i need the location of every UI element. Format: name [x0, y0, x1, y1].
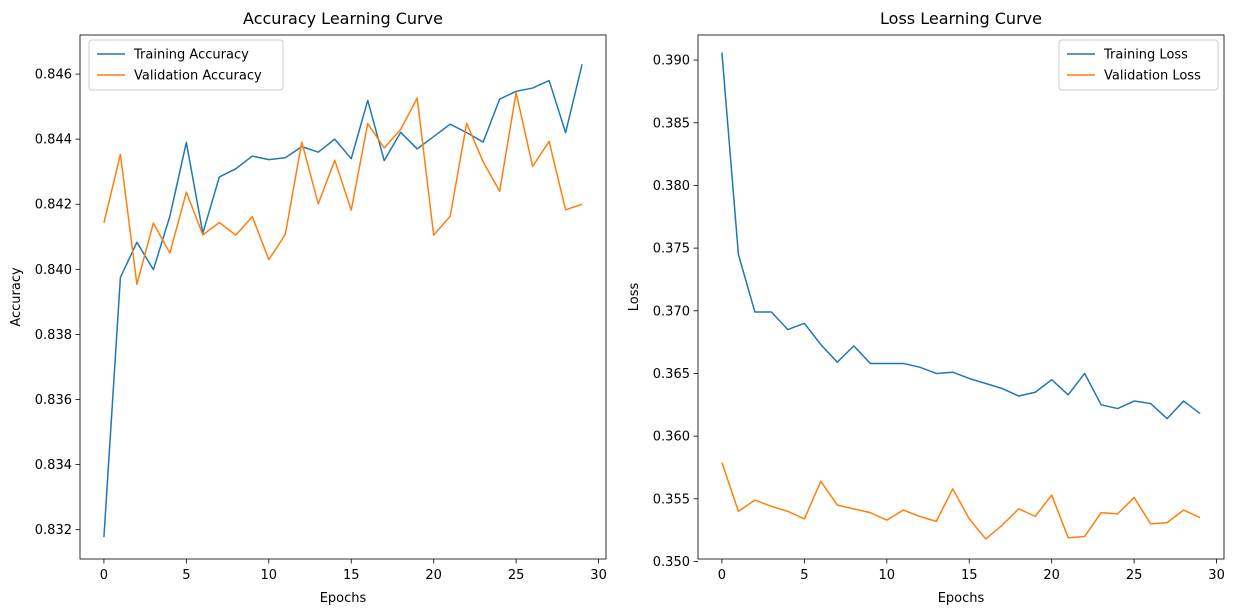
y-tick-label: 0.834: [35, 458, 72, 473]
x-tick-label: 15: [961, 568, 978, 583]
chart-title: Loss Learning Curve: [880, 9, 1042, 28]
series-line-0: [103, 64, 583, 538]
y-tick-label: 0.836: [35, 393, 72, 408]
loss-chart: Loss Learning Curve Epochs Loss 0 5 10 15 20…: [627, 9, 1225, 606]
plot-area: 0 5 10 15 20 25 30 0.350 0.355 0.360 0.365 0.370 0.3…: [653, 34, 1225, 583]
legend-box: [88, 39, 284, 91]
y-tick-label: 0.375: [653, 242, 690, 257]
axes-frame: [79, 34, 607, 560]
x-tick-label: 10: [879, 568, 896, 583]
y-axis-label: Loss: [627, 283, 642, 312]
x-axis-label: Epochs: [320, 591, 367, 606]
legend: Training Accuracy Validation Accuracy: [88, 39, 284, 91]
legend-label: Validation Loss: [1104, 69, 1201, 84]
plot-area: 0 5 10 15 20 25 30 0.832 0.834 0.836 0.838 0.840 0.8…: [35, 34, 607, 583]
x-tick-label: 25: [508, 568, 525, 583]
legend: Training Loss Validation Loss: [1058, 39, 1219, 91]
y-tick-label: 0.350: [653, 555, 690, 570]
y-tick-label: 0.355: [653, 492, 690, 507]
legend-label: Validation Accuracy: [134, 69, 262, 84]
y-tick-label: 0.380: [653, 179, 690, 194]
x-tick-label: 0: [718, 568, 726, 583]
x-tick-label: 25: [1126, 568, 1143, 583]
y-tick-label: 0.365: [653, 367, 690, 382]
x-tick-label: 0: [100, 568, 108, 583]
y-tick-label: 0.385: [653, 116, 690, 131]
y-tick-label: 0.370: [653, 304, 690, 319]
x-tick-label: 5: [800, 568, 808, 583]
legend-label: Training Accuracy: [133, 48, 249, 63]
x-tick-label: 30: [1208, 568, 1225, 583]
axes-frame: [697, 34, 1225, 560]
series-line-1: [103, 91, 583, 286]
x-tick-label: 20: [1043, 568, 1060, 583]
x-tick-label: 15: [343, 568, 360, 583]
x-axis-label: Epochs: [938, 591, 985, 606]
y-axis-label: Accuracy: [9, 267, 24, 327]
series-line-0: [721, 52, 1201, 420]
y-tick-label: 0.832: [35, 523, 72, 538]
y-tick-label: 0.360: [653, 430, 690, 445]
x-tick-label: 20: [425, 568, 442, 583]
x-tick-label: 10: [261, 568, 278, 583]
accuracy-chart: Accuracy Learning Curve Epochs Accuracy …: [9, 9, 607, 606]
y-tick-label: 0.846: [35, 68, 72, 83]
chart-title: Accuracy Learning Curve: [243, 9, 443, 28]
y-tick-label: 0.390: [653, 54, 690, 69]
y-tick-label: 0.840: [35, 263, 72, 278]
y-tick-label: 0.838: [35, 328, 72, 343]
legend-label: Training Loss: [1103, 48, 1188, 63]
x-tick-label: 30: [590, 568, 607, 583]
series-line-1: [721, 462, 1201, 540]
legend-box: [1058, 39, 1219, 91]
x-tick-label: 5: [182, 568, 190, 583]
y-tick-label: 0.844: [35, 133, 72, 148]
y-tick-label: 0.842: [35, 198, 72, 213]
